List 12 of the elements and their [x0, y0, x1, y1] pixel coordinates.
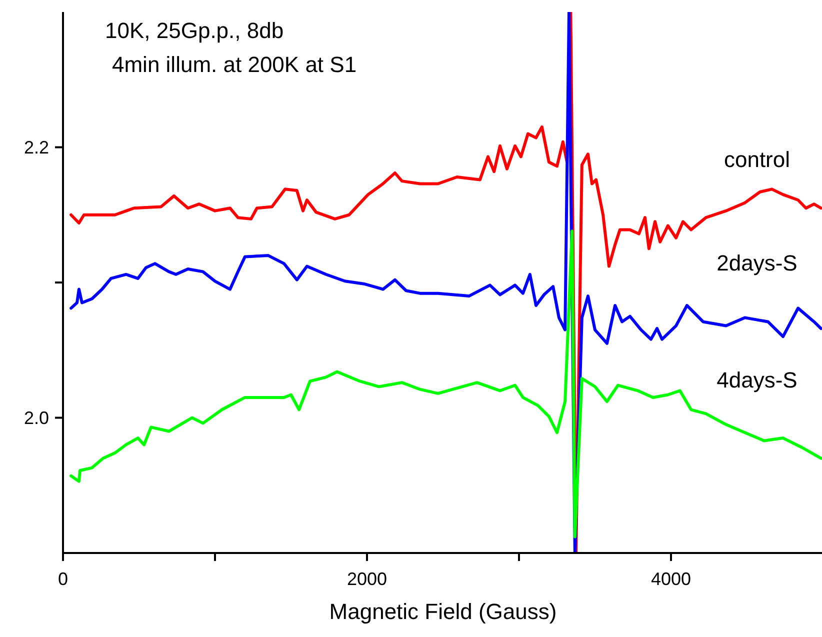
y-tick-label: 2.0 [24, 408, 49, 428]
annotation: 4min illum. at 200K at S1 [112, 52, 357, 77]
x-tick-label: 2000 [346, 569, 388, 589]
y-tick-label: 2.2 [24, 138, 49, 158]
series-label: control [724, 147, 790, 172]
x-tick-label: 0 [58, 569, 68, 589]
series-label: 2days-S [716, 250, 798, 276]
series-label: 4days-S [716, 367, 798, 392]
line-series [70, 230, 822, 538]
annotation: 10K, 25Gp.p., 8db [105, 18, 284, 43]
x-tick-label: 4000 [650, 569, 692, 589]
x-axis-title: Magnetic Field (Gauss) [329, 599, 557, 624]
